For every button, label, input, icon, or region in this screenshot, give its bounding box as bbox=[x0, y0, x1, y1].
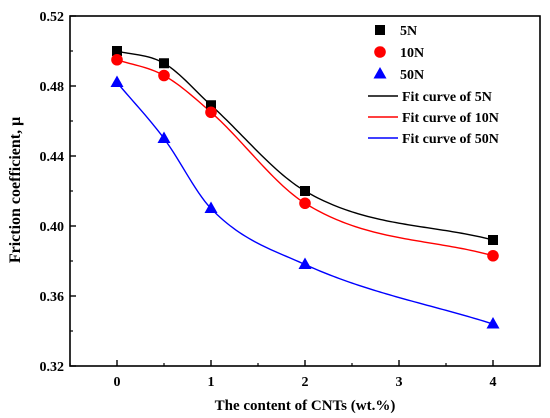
data-point bbox=[206, 100, 216, 111]
legend-label: 50N bbox=[400, 68, 424, 83]
y-tick-label: 0.32 bbox=[40, 360, 65, 375]
y-axis-label: Friction coefficient, μ bbox=[7, 117, 24, 263]
data-point bbox=[373, 67, 387, 79]
legend: 5N 10N 50N Fit curve of 5N Fit curve of 10N F… bbox=[364, 24, 538, 156]
data-point bbox=[110, 75, 124, 87]
y-tick-label: 0.40 bbox=[40, 220, 65, 235]
data-point bbox=[111, 53, 123, 66]
data-point bbox=[298, 257, 312, 269]
data-point bbox=[112, 46, 122, 56]
legend-label: 10N bbox=[400, 46, 424, 61]
data-point bbox=[204, 201, 218, 213]
y-axis: 0.32 0.36 0.40 0.44 0.48 0.52 bbox=[40, 10, 76, 375]
x-tick-label: 4 bbox=[490, 375, 497, 390]
data-point bbox=[299, 197, 311, 210]
x-axis: 0 1 2 3 4 bbox=[69, 360, 541, 390]
data-point bbox=[488, 235, 498, 245]
y-tick-label: 0.44 bbox=[40, 150, 65, 165]
y-tick-label: 0.52 bbox=[40, 10, 65, 25]
legend-label: 5N bbox=[400, 24, 417, 39]
legend-label: Fit curve of 10N bbox=[402, 111, 499, 126]
x-axis-label: The content of CNTs (wt.%) bbox=[215, 398, 396, 414]
data-point bbox=[486, 317, 500, 329]
legend-label: Fit curve of 5N bbox=[402, 90, 492, 105]
data-point bbox=[300, 186, 310, 196]
data-point bbox=[487, 249, 499, 262]
data-point bbox=[159, 58, 169, 69]
x-tick-label: 1 bbox=[208, 375, 215, 390]
y-tick-label: 0.48 bbox=[40, 80, 65, 95]
data-point bbox=[157, 131, 171, 143]
x-tick-label: 0 bbox=[114, 375, 121, 390]
data-point bbox=[374, 46, 386, 58]
data-point bbox=[375, 25, 385, 35]
legend-background bbox=[364, 86, 538, 156]
legend-label: Fit curve of 50N bbox=[402, 132, 499, 147]
y-tick-label: 0.36 bbox=[40, 290, 65, 305]
data-point bbox=[205, 106, 217, 119]
x-tick-label: 3 bbox=[396, 375, 403, 390]
data-points bbox=[110, 46, 500, 329]
data-point bbox=[158, 69, 170, 82]
x-tick-label: 2 bbox=[302, 375, 309, 390]
